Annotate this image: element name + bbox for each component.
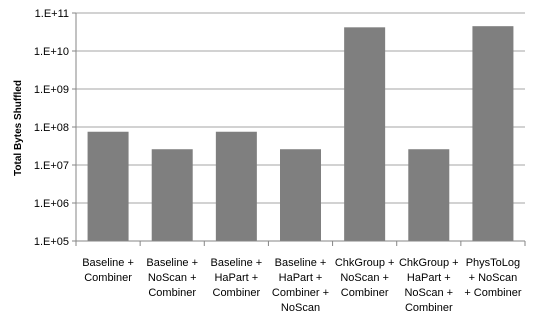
bar — [344, 27, 386, 241]
y-tick-label: 1.E+07 — [34, 160, 69, 172]
y-tick-label: 1.E+06 — [34, 198, 69, 210]
x-tick-label: Baseline + HaPart + Combiner + NoScan — [272, 257, 329, 314]
gridlines — [72, 12, 525, 242]
x-tick-label: Baseline + NoScan + Combiner — [146, 257, 198, 299]
y-tick-labels: 1.E+05 1.E+06 1.E+07 1.E+08 1.E+09 1.E+10 1.E+… — [34, 8, 69, 248]
bar — [280, 149, 321, 241]
y-tick-label: 1.E+09 — [34, 84, 69, 96]
y-axis-label: Total Bytes Shuffled — [13, 80, 24, 176]
y-tick-label: 1.E+08 — [34, 122, 69, 134]
y-tick-label: 1.E+11 — [35, 8, 69, 20]
bar — [472, 26, 514, 242]
y-tick-label: 1.E+10 — [34, 46, 69, 58]
x-tick-label: Baseline + Combiner — [82, 257, 134, 284]
bars — [87, 26, 514, 242]
axes — [75, 13, 526, 246]
bar — [151, 149, 193, 241]
x-tick-label: Baseline + HaPart + Combiner — [211, 257, 263, 299]
y-tick-label: 1.E+05 — [34, 236, 69, 248]
bar — [215, 131, 257, 241]
bar — [87, 131, 129, 241]
x-tick-labels: Baseline + Combiner Baseline + NoScan + Comb… — [82, 257, 522, 314]
x-tick-label: ChkGroup + HaPart + NoScan + Combiner — [399, 257, 459, 314]
bar — [408, 149, 450, 241]
x-tick-label: PhysToLog + NoScan + Combiner — [464, 257, 522, 299]
x-tick-label: ChkGroup + NoScan + Combiner — [335, 257, 395, 299]
